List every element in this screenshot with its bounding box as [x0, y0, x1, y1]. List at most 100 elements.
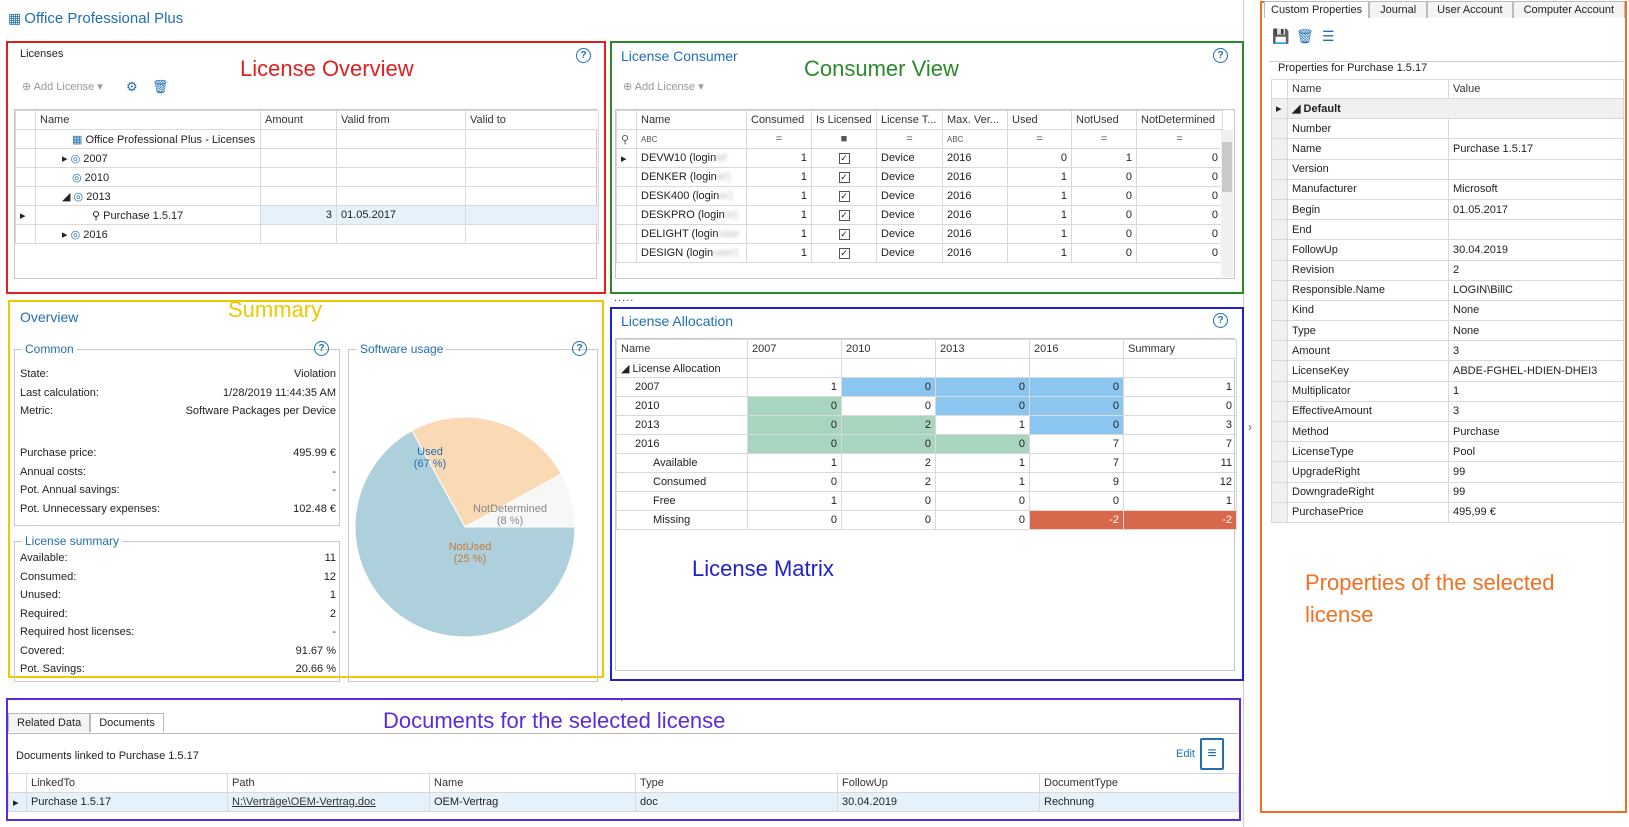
col-is-licensed[interactable]: Is Licensed [811, 110, 877, 130]
col-name[interactable]: Name [636, 110, 747, 130]
table-row[interactable]: 2010 0 0 0 0 0 [616, 396, 1237, 416]
property-row[interactable]: LicenseType Pool [1271, 441, 1624, 463]
col-notused[interactable]: NotUsed [1071, 110, 1137, 130]
tab-documents[interactable]: Documents [90, 713, 164, 732]
col-amount[interactable]: Amount [260, 110, 337, 130]
filter-row[interactable]: ⚲ ABC = ■ = ABC = = = [616, 129, 1223, 149]
delete-icon[interactable]: 🗑 [152, 79, 169, 94]
property-row[interactable]: Begin 01.05.2017 [1271, 198, 1624, 221]
table-row[interactable]: 2013 0 2 1 0 3 [616, 415, 1237, 435]
splitter-chevron-icon[interactable]: › [1248, 420, 1252, 434]
table-row[interactable]: Consumed 0 2 1 9 12 [616, 472, 1237, 492]
table-row[interactable]: Missing 0 0 0 -2 -2 [616, 510, 1237, 530]
property-row[interactable]: UpgradeRight 99 [1271, 461, 1624, 483]
property-row[interactable]: Type None [1271, 320, 1624, 342]
col-max-version[interactable]: Max. Ver... [942, 110, 1008, 130]
table-row[interactable]: ▸ DEVW10 (loginw\ 1 ✓ Device 2016 0 1 0 [616, 148, 1223, 168]
table-row[interactable]: Free 1 0 0 0 1 [616, 491, 1237, 511]
table-row[interactable]: ◎ 2010 [15, 167, 599, 187]
property-row[interactable]: Amount 3 [1271, 340, 1624, 362]
delete-icon[interactable]: 🗑 [1296, 28, 1314, 44]
licensed-checkbox[interactable]: ✓ [838, 248, 850, 259]
col-used[interactable]: Used [1007, 110, 1072, 130]
settings-sliders-icon[interactable]: ☰ [1322, 28, 1335, 44]
collapse-icon[interactable]: ◢ [621, 362, 633, 375]
property-row[interactable]: DowngradeRight 99 [1271, 481, 1624, 503]
document-icon[interactable]: ≡ [1200, 738, 1224, 770]
collapse-chevron-icon[interactable]: ⌄ [618, 693, 626, 703]
alloc-col[interactable]: Summary [1123, 339, 1237, 359]
col-prop-value[interactable]: Value [1448, 79, 1624, 99]
table-row[interactable]: 2016 0 0 0 7 7 [616, 434, 1237, 454]
property-row[interactable]: EffectiveAmount 3 [1271, 400, 1624, 423]
property-row[interactable]: LicenseKey ABDE-FGHEL-HDIEN-DHEI3 [1271, 360, 1624, 382]
table-row[interactable]: DENKER (loginer) 1 ✓ Device 2016 1 0 0 [616, 167, 1223, 187]
table-row[interactable]: ◢ ◎ 2013 [15, 186, 599, 206]
usage-help-icon[interactable]: ? [572, 341, 587, 356]
property-row[interactable]: Multiplicator 1 [1271, 380, 1624, 402]
col-documenttype[interactable]: DocumentType [1039, 773, 1239, 793]
property-row[interactable]: Number [1271, 118, 1624, 140]
table-row[interactable]: ▸ ◎ 2016 [15, 224, 599, 244]
col-type[interactable]: Type [635, 773, 838, 793]
table-row-selected[interactable]: ▸ ⚲ Purchase 1.5.17 3 01.05.2017 [15, 205, 599, 225]
alloc-col[interactable]: 2016 [1029, 339, 1124, 359]
consumer-scrollbar[interactable] [1221, 130, 1233, 277]
table-row[interactable]: ▦ Office Professional Plus - Licenses [15, 129, 599, 149]
expand-icon[interactable]: ▸ [62, 228, 68, 241]
col-valid-to[interactable]: Valid to [465, 110, 599, 130]
tab-computer-account[interactable]: Computer Account [1512, 1, 1626, 18]
col-notdetermined[interactable]: NotDetermined [1136, 110, 1223, 130]
table-row[interactable]: 2007 1 0 0 0 1 [616, 377, 1237, 397]
tab-custom-properties[interactable]: Custom Properties [1264, 1, 1370, 18]
tab-journal[interactable]: Journal [1369, 1, 1428, 18]
document-path-link[interactable]: N:\Verträge\OEM-Vertrag.doc [227, 792, 430, 812]
table-row[interactable]: DELIGHT (loginuser 1 ✓ Device 2016 1 0 0 [616, 224, 1223, 244]
consumer-add-button[interactable]: ⊕ Add License ▾ [623, 81, 704, 93]
splitter-handle[interactable]: ..... [614, 292, 635, 304]
col-name[interactable]: Name [35, 110, 261, 130]
licensed-checkbox[interactable]: ✓ [838, 210, 850, 221]
table-row[interactable]: ◢ License Allocation [616, 358, 1237, 378]
property-row[interactable]: PurchasePrice 495,99 € [1271, 501, 1624, 523]
property-row[interactable]: FollowUp 30.04.2019 [1271, 239, 1624, 261]
allocation-help-icon[interactable]: ? [1213, 313, 1228, 328]
col-name[interactable]: Name [429, 773, 636, 793]
licensed-checkbox[interactable]: ✓ [838, 172, 850, 183]
property-row[interactable]: Version [1271, 158, 1624, 180]
group-row[interactable]: ▸ ◢ Default [1271, 97, 1624, 120]
licenses-add-button[interactable]: ⊕ Add License ▾ [22, 81, 103, 93]
property-row[interactable]: Name Purchase 1.5.17 [1271, 138, 1624, 160]
table-row[interactable]: DESKPRO (loginnr) 1 ✓ Device 2016 1 0 0 [616, 205, 1223, 225]
licensed-checkbox[interactable]: ✓ [838, 153, 850, 164]
tab-user-account[interactable]: User Account [1427, 1, 1513, 18]
table-row[interactable]: DESK400 (loginer) 1 ✓ Device 2016 1 0 0 [616, 186, 1223, 206]
property-row[interactable]: Manufacturer Microsoft [1271, 178, 1624, 200]
documents-edit-link[interactable]: Edit [1176, 748, 1195, 760]
table-row[interactable]: ▸ ◎ 2007 [15, 148, 599, 168]
col-valid-from[interactable]: Valid from [336, 110, 466, 130]
table-row[interactable]: Available 1 2 1 7 11 [616, 453, 1237, 473]
collapse-icon[interactable]: ◢ [62, 190, 71, 203]
col-path[interactable]: Path [227, 773, 430, 793]
expand-icon[interactable]: ▸ [62, 152, 68, 165]
licensed-checkbox[interactable]: ✓ [838, 229, 850, 240]
alloc-col[interactable]: 2010 [841, 339, 936, 359]
licenses-help-icon[interactable]: ? [576, 48, 591, 63]
licensed-checkbox[interactable]: ✓ [838, 191, 850, 202]
col-prop-name[interactable]: Name [1287, 79, 1449, 99]
assign-icon[interactable]: ⚙ [126, 79, 138, 94]
common-help-icon[interactable]: ? [314, 341, 329, 356]
col-license-type[interactable]: License T... [876, 110, 943, 130]
consumer-help-icon[interactable]: ? [1213, 48, 1228, 63]
col-consumed[interactable]: Consumed [746, 110, 812, 130]
save-icon[interactable]: 💾 [1272, 28, 1290, 44]
tab-related-data[interactable]: Related Data [8, 713, 91, 732]
property-row[interactable]: End [1271, 219, 1624, 241]
col-followup[interactable]: FollowUp [837, 773, 1040, 793]
property-row[interactable]: Kind None [1271, 299, 1624, 322]
property-row[interactable]: Revision 2 [1271, 259, 1624, 281]
table-row[interactable]: ▸ Purchase 1.5.17 N:\Verträge\OEM-Vertrag.… [8, 792, 1239, 812]
alloc-col[interactable]: Name [616, 339, 748, 359]
col-linkedto[interactable]: LinkedTo [26, 773, 228, 793]
